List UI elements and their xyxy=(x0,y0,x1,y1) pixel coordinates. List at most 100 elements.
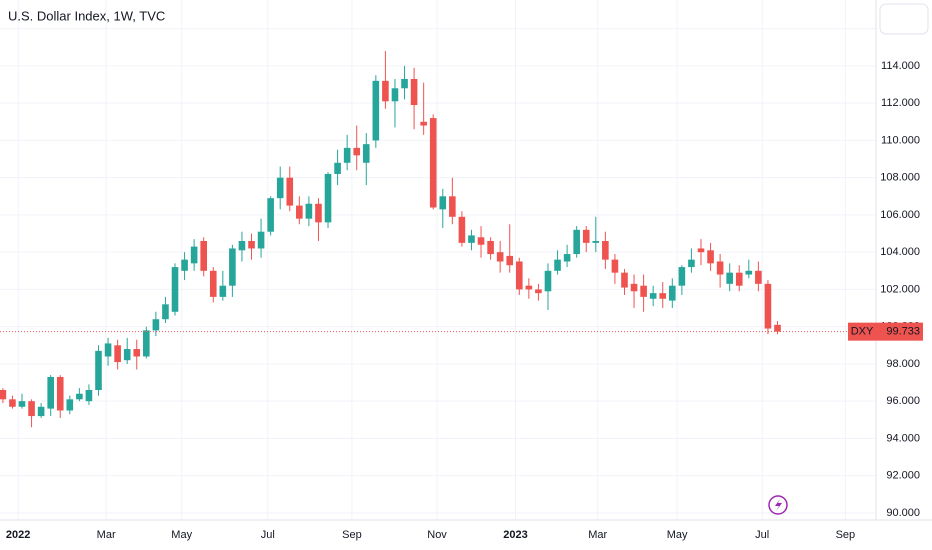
settings-button[interactable] xyxy=(879,3,929,35)
candle-body xyxy=(56,376,64,411)
candle-body xyxy=(85,390,93,402)
candle-body xyxy=(181,259,188,271)
x-tick-label: May xyxy=(667,529,688,541)
candle-body xyxy=(630,283,638,292)
x-tick-label: Nov xyxy=(427,529,447,541)
y-tick-label: 92.000 xyxy=(886,470,920,482)
candle-body xyxy=(487,241,494,255)
candle-body xyxy=(372,80,380,141)
candle-body xyxy=(535,289,542,294)
candle-body xyxy=(525,285,533,290)
candle-body xyxy=(697,248,705,253)
candle-body xyxy=(47,376,54,409)
candle-body xyxy=(209,270,217,297)
candle-body xyxy=(362,144,370,163)
candle-body xyxy=(229,248,236,286)
y-tick-label: 106.000 xyxy=(880,209,920,221)
candle-body xyxy=(420,121,427,126)
candle-body xyxy=(9,399,16,407)
y-tick-label: 110.000 xyxy=(881,134,920,146)
x-tick-label: Sep xyxy=(836,529,856,541)
candle-body xyxy=(477,237,485,245)
symbol-label: DXY xyxy=(851,326,874,338)
candle-body xyxy=(458,216,466,243)
candle-body xyxy=(515,261,523,290)
grid xyxy=(0,0,876,520)
candle-body xyxy=(659,293,667,299)
candle-body xyxy=(716,261,724,275)
candle-body xyxy=(496,252,504,262)
candle-body xyxy=(755,270,762,284)
candle-body xyxy=(602,241,609,260)
candle-body xyxy=(276,177,284,199)
candle-body xyxy=(774,324,781,332)
candle-body xyxy=(143,330,150,357)
symbol-tag xyxy=(848,322,876,341)
candle-body xyxy=(248,241,255,249)
candle-body xyxy=(162,304,169,320)
candle-body xyxy=(95,350,102,390)
candle-body xyxy=(544,270,552,292)
candle-body xyxy=(152,319,160,331)
candle-body xyxy=(735,272,743,286)
candle-body xyxy=(296,205,303,219)
axes: 90.00092.00094.00096.00098.000100.000102… xyxy=(6,23,923,541)
candle-body xyxy=(171,267,179,312)
y-tick-label: 104.000 xyxy=(880,246,920,258)
flash-bolt xyxy=(775,499,782,511)
candle-body xyxy=(429,118,437,208)
candle-body xyxy=(468,235,475,243)
candle-body xyxy=(114,345,121,363)
candle-body xyxy=(764,283,772,329)
candle-body xyxy=(219,285,227,297)
candle-body xyxy=(745,270,753,275)
y-tick-label: 98.000 xyxy=(886,358,920,370)
flash-circle xyxy=(768,495,788,515)
x-tick-label: 2022 xyxy=(6,529,30,541)
x-tick-label: Mar xyxy=(588,529,607,541)
candle-body xyxy=(66,399,74,411)
chart-title: U.S. Dollar Index, 1W, TVC xyxy=(8,8,165,23)
candle-body xyxy=(592,241,600,243)
candle-body xyxy=(238,241,246,251)
x-tick-label: May xyxy=(171,529,192,541)
candle-body xyxy=(573,229,580,255)
y-tick-label: 94.000 xyxy=(886,432,920,444)
y-tick-label: 114.000 xyxy=(881,60,920,72)
candle-body xyxy=(506,255,514,266)
candle-body xyxy=(726,272,733,284)
price-axis-panel xyxy=(876,0,932,520)
last-price-label: 99.733 xyxy=(886,326,920,338)
candle-body xyxy=(257,231,265,249)
y-tick-label: 112.000 xyxy=(881,97,920,109)
candle-body xyxy=(410,78,418,106)
candle-body xyxy=(611,259,619,273)
x-tick-label: Jul xyxy=(261,529,275,541)
candle-body xyxy=(678,267,686,286)
candle-body xyxy=(449,196,456,217)
candle-body xyxy=(133,349,141,357)
y-tick-label: 90.000 xyxy=(886,507,920,519)
candle-body xyxy=(200,241,207,271)
candle-body xyxy=(324,173,332,223)
candle-body xyxy=(640,285,647,297)
candle-body xyxy=(439,196,447,210)
flash-icon[interactable] xyxy=(768,495,788,515)
candle-body xyxy=(37,406,45,417)
candle-body xyxy=(123,349,131,361)
candle-body xyxy=(76,393,83,400)
candle-body xyxy=(18,401,26,407)
x-tick-label: 2023 xyxy=(503,529,527,541)
candle-body xyxy=(563,254,571,262)
candle-body xyxy=(305,203,313,219)
y-tick-label: 108.000 xyxy=(880,172,920,184)
candle-body xyxy=(621,272,628,288)
candle-body xyxy=(267,198,274,232)
candle-body xyxy=(401,78,408,89)
candles xyxy=(0,51,876,428)
candle-body xyxy=(104,343,112,357)
candle-body xyxy=(554,259,561,271)
candle-body xyxy=(334,162,341,174)
y-tick-label: 102.000 xyxy=(880,283,920,295)
